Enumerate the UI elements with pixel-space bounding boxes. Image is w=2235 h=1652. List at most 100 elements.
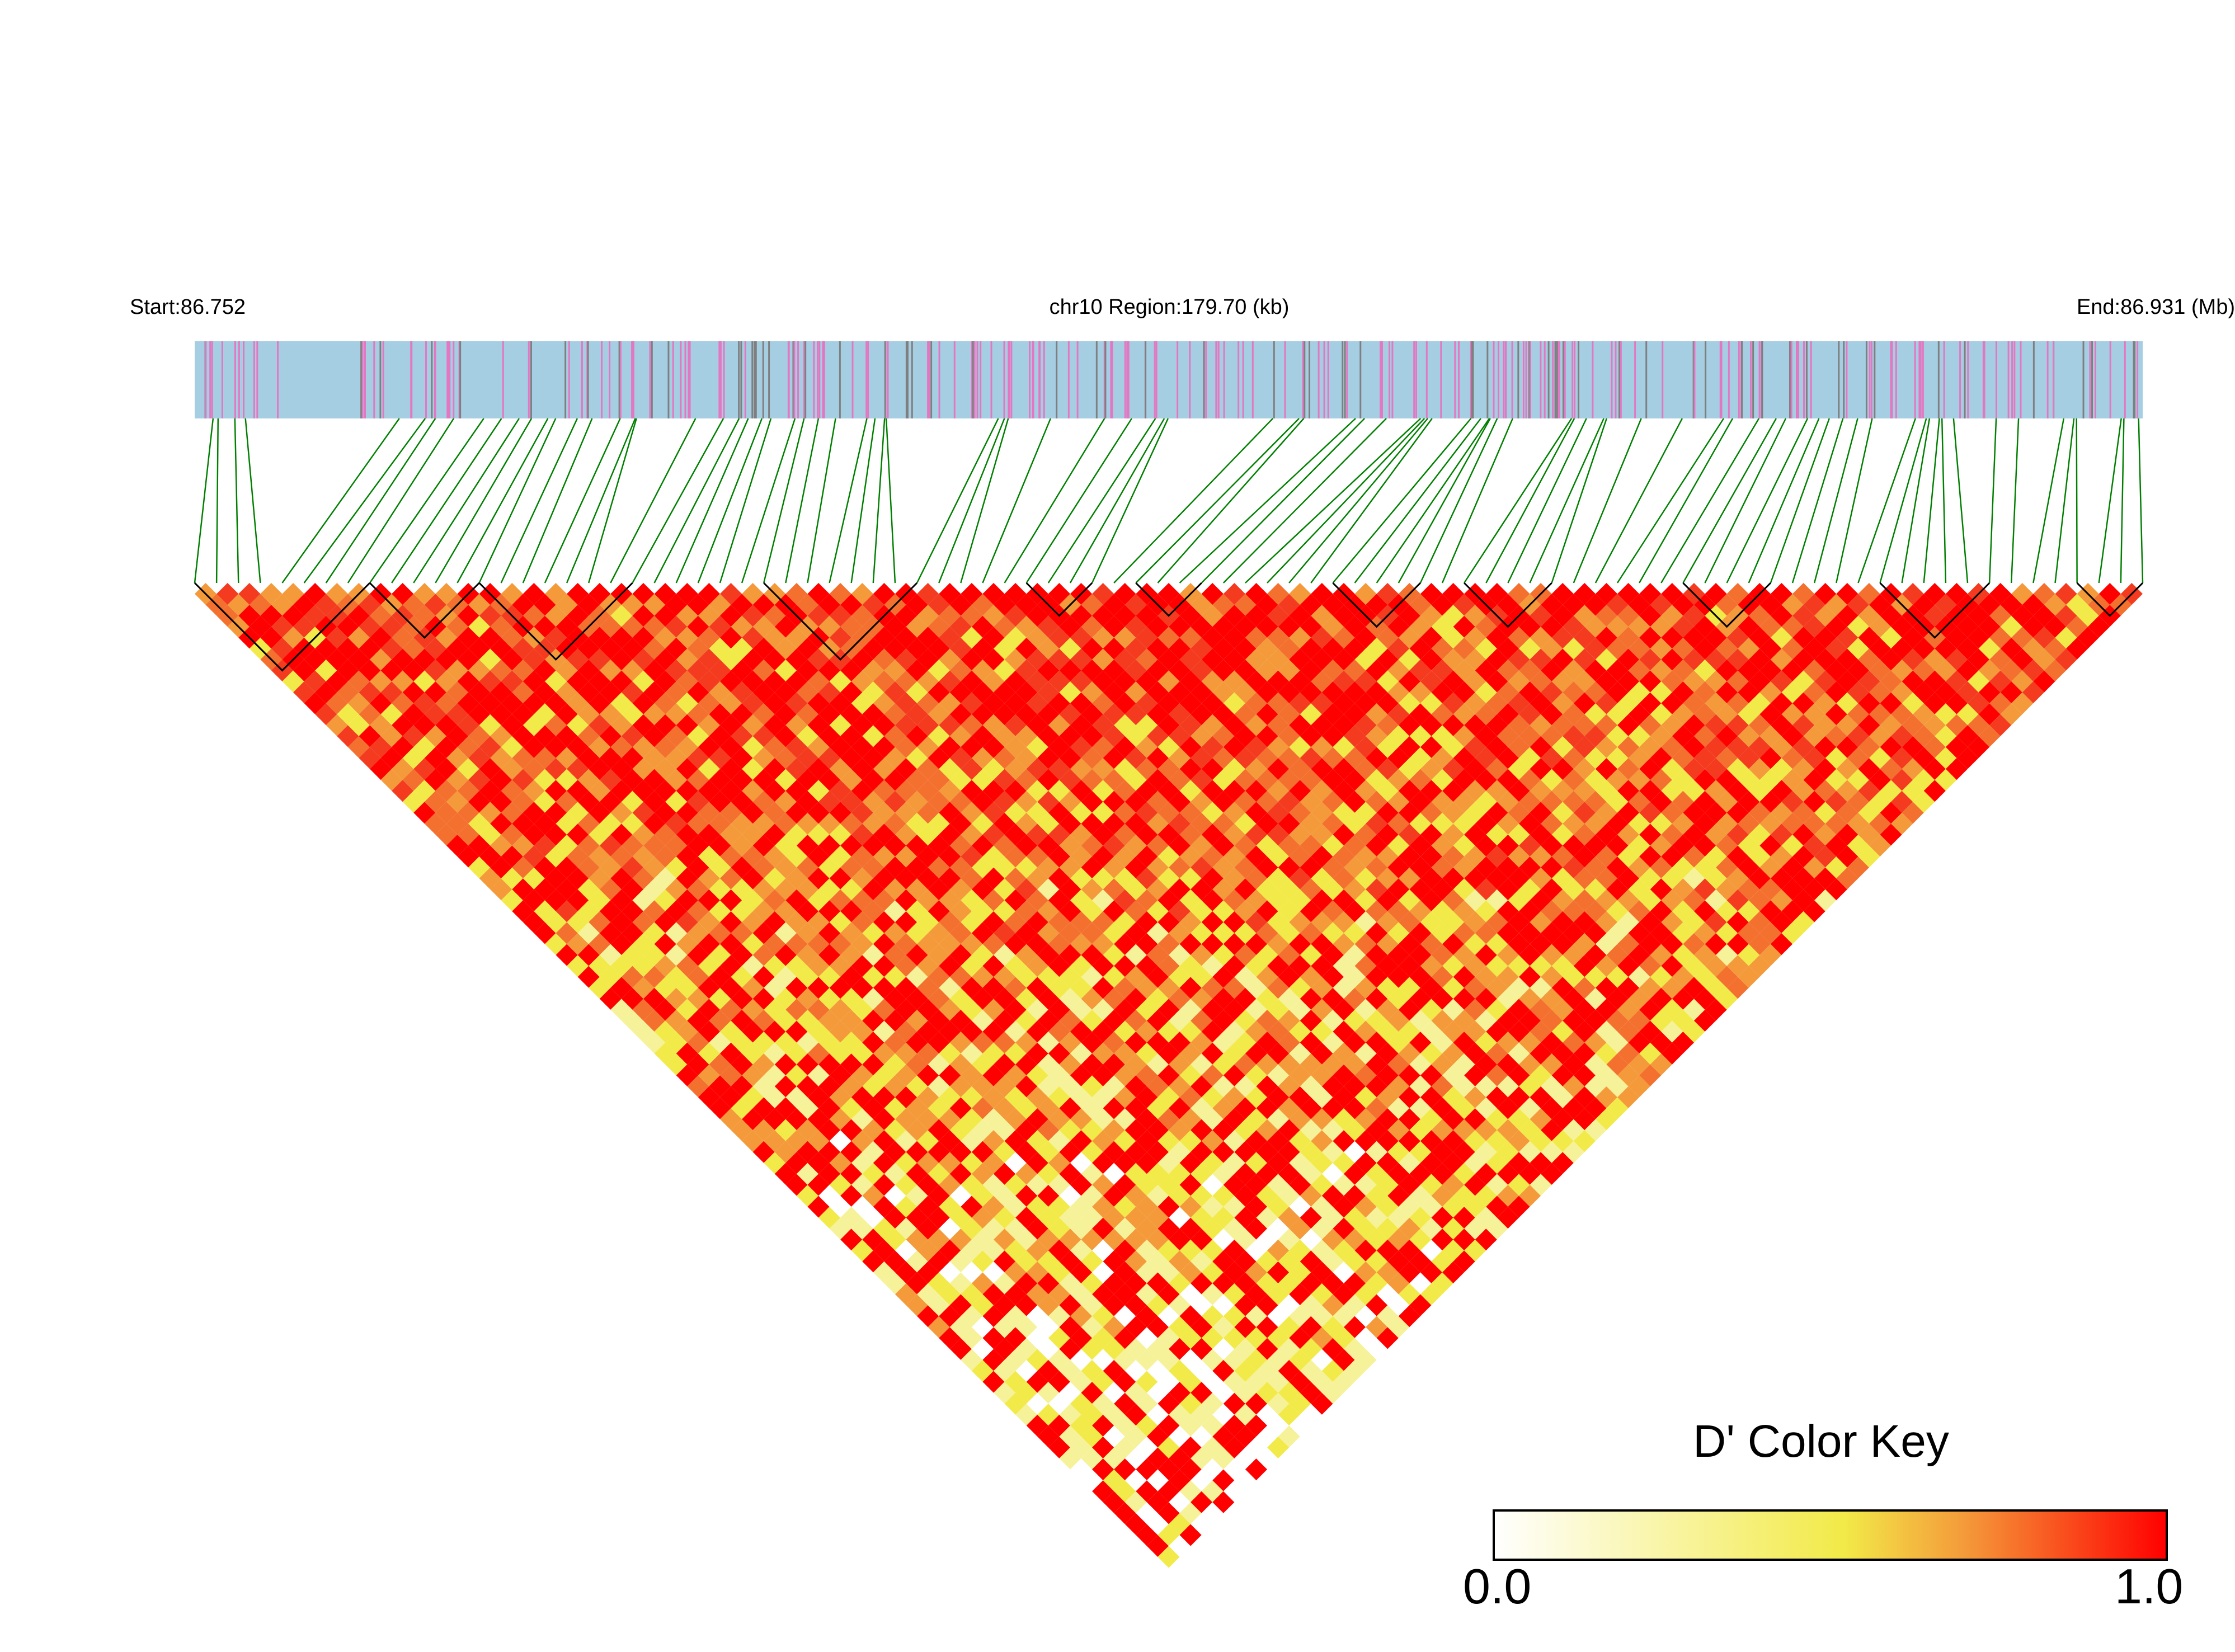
ld-cell	[928, 1272, 950, 1295]
ld-cell	[457, 605, 479, 627]
ld-cell	[1300, 1097, 1322, 1119]
ld-cell	[1453, 769, 1475, 791]
ld-cell	[906, 1075, 928, 1098]
ld-cell	[1136, 1349, 1158, 1371]
ld-cell	[1595, 692, 1618, 714]
ld-cell	[1759, 834, 1782, 857]
ld-cell	[1354, 933, 1377, 956]
ld-cell	[687, 834, 709, 857]
ld-cell	[1617, 1042, 1640, 1065]
ld-cell	[1300, 1316, 1322, 1338]
ld-cell	[1497, 769, 1519, 791]
ld-cell	[1595, 823, 1618, 846]
ld-cell	[1278, 1075, 1300, 1098]
ld-cell	[1486, 1108, 1508, 1131]
ld-cell	[1803, 812, 1825, 835]
ld-cell	[1321, 1162, 1344, 1185]
ld-cell	[1004, 1392, 1027, 1415]
ld-cell	[1563, 769, 1585, 791]
ld-cell	[1541, 1119, 1563, 1141]
ld-cell	[1442, 1108, 1465, 1131]
ld-cell	[1256, 856, 1278, 879]
ld-cell	[1595, 605, 1618, 627]
ld-cell	[1256, 769, 1278, 791]
ld-cell	[1136, 867, 1158, 889]
ld-cell	[1114, 1130, 1136, 1152]
ld-cell	[1409, 900, 1432, 923]
ld-cell	[1333, 780, 1355, 802]
ld-cell	[1431, 922, 1453, 944]
ld-cell	[1179, 627, 1202, 649]
ld-cell	[1256, 594, 1278, 616]
ld-cell	[249, 615, 271, 638]
ld-cell	[1563, 725, 1585, 747]
ld-cell	[906, 1272, 928, 1295]
ld-cell	[1518, 681, 1541, 704]
ld-cell	[1508, 889, 1530, 911]
ld-cell	[1738, 790, 1760, 813]
ld-cell	[906, 1032, 928, 1054]
ld-cell	[1486, 1064, 1508, 1086]
snp-connector	[1594, 418, 1683, 583]
ld-cell	[556, 659, 578, 682]
ld-cell	[1387, 922, 1410, 944]
ld-cell	[1124, 812, 1147, 835]
ld-cell	[1530, 955, 1552, 977]
ld-cell	[1004, 1283, 1027, 1306]
ld-cell	[1366, 856, 1388, 879]
ld-cell	[1442, 736, 1465, 758]
ld-cell	[994, 1316, 1016, 1338]
ld-cell	[1475, 966, 1497, 988]
ld-cell	[1333, 911, 1355, 933]
ld-cell	[1234, 900, 1257, 923]
ld-cell	[1847, 856, 1869, 879]
ld-cell	[1683, 999, 1705, 1021]
ld-cell	[457, 692, 479, 714]
ld-cell	[1354, 627, 1377, 649]
ld-cell	[1311, 670, 1333, 693]
ld-cell	[1508, 1108, 1530, 1131]
ld-cell	[1354, 1349, 1377, 1371]
ld-cell	[1792, 648, 1815, 671]
ld-cell	[873, 1217, 895, 1240]
snp-connector	[2138, 418, 2144, 583]
ld-cell	[1398, 670, 1420, 693]
ld-cell	[687, 725, 709, 747]
ld-cell	[1366, 944, 1388, 966]
ld-cell	[1530, 780, 1552, 802]
ld-cell	[994, 966, 1016, 988]
ld-cell	[1409, 1141, 1432, 1163]
ld-cell	[1234, 1316, 1257, 1338]
ld-cell	[774, 769, 797, 791]
ld-cell	[1661, 802, 1683, 824]
ld-cell	[544, 867, 567, 889]
ld-cell	[1037, 637, 1060, 660]
ld-cell	[1420, 802, 1443, 824]
ld-cell	[1518, 1032, 1541, 1054]
snp-connector	[1025, 418, 1132, 583]
ld-cell	[1956, 747, 1979, 769]
ld-cell	[1595, 999, 1618, 1021]
ld-cell	[1409, 1119, 1432, 1141]
ld-cell	[1387, 703, 1410, 726]
ld-cell	[599, 703, 622, 726]
ld-cell	[1508, 1196, 1530, 1218]
ld-cell	[1366, 725, 1388, 747]
ld-cell	[599, 944, 622, 966]
snp-connector	[807, 418, 836, 583]
ld-cell	[1081, 1119, 1103, 1141]
ld-cell	[1518, 1075, 1541, 1098]
ld-cell	[774, 987, 797, 1010]
ld-cell	[1201, 1174, 1224, 1196]
ld-cell	[1530, 1108, 1552, 1131]
ld-cell	[1081, 834, 1103, 857]
ld-cell	[1891, 725, 1913, 747]
ld-cell	[1169, 703, 1191, 726]
ld-cell	[1059, 1382, 1081, 1404]
ld-cell	[1497, 856, 1519, 879]
ld-cell	[1333, 670, 1355, 693]
ld-cell	[1212, 637, 1235, 660]
ld-cell	[1124, 659, 1147, 682]
ld-cell	[544, 757, 567, 780]
ld-cell	[1179, 1196, 1202, 1218]
